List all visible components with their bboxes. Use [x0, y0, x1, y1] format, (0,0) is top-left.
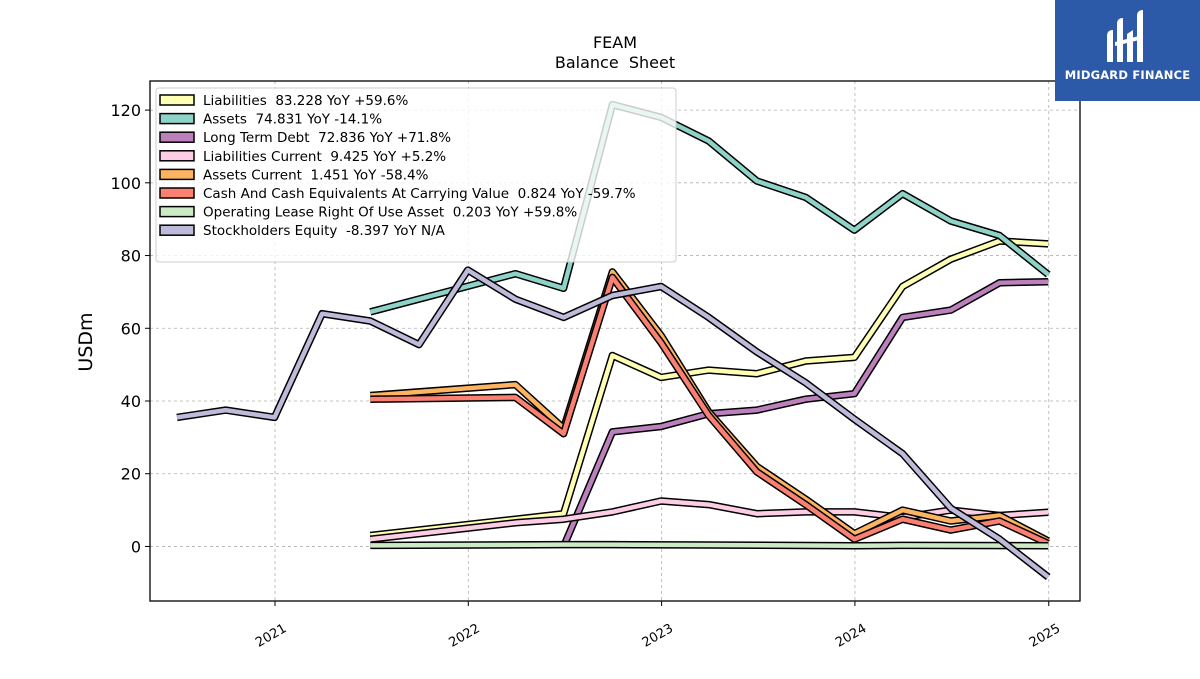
y-tick-label: 0 [131, 537, 141, 556]
legend-entry: Long Term Debt 72.836 YoY +71.8% [203, 130, 451, 146]
plot-frame [149, 80, 1081, 602]
legend-swatch [159, 112, 195, 125]
series-line [370, 238, 1049, 538]
y-tick-label: 60 [121, 319, 141, 338]
x-tick-label: 2024 [833, 621, 869, 651]
legend-entry: Assets Current 1.451 YoY -58.4% [203, 167, 429, 183]
x-tick-label: 2021 [253, 621, 289, 651]
legend-swatch [159, 224, 195, 236]
series-liabilities [369, 237, 1049, 540]
y-tick-label: 120 [110, 101, 141, 120]
series-line [369, 102, 1050, 315]
legend-entry: Liabilities Current 9.425 YoY +5.2% [203, 149, 446, 165]
series-long-term-debt [560, 277, 1049, 548]
legend-entry: Stockholders Equity -8.397 YoY N/A [203, 223, 446, 239]
series-lines [176, 100, 1051, 580]
x-tick-label: 2025 [1027, 621, 1063, 651]
legend-entry: Assets 74.831 YoY -14.1% [203, 112, 382, 128]
legend: Liabilities 83.228 YoY +59.6% Assets 74.8… [155, 87, 677, 263]
legend-swatch [159, 168, 195, 181]
midgard-logo-icon [1107, 10, 1143, 62]
x-tick-label: 2023 [640, 621, 676, 651]
chart-title: FEAM [593, 33, 637, 52]
y-axis-label: USDm [75, 312, 97, 371]
legend-entry: Liabilities 83.228 YoY +59.6% [203, 93, 408, 109]
legend-entry: Cash And Cash Equivalents At Carrying Va… [203, 186, 636, 202]
series-line [370, 275, 1050, 546]
midgard-logo: MIDGARD FINANCE [1055, 0, 1200, 101]
legend-box [155, 87, 677, 263]
legend-swatch [159, 94, 195, 106]
y-tick-label: 100 [110, 174, 141, 193]
series-cash-and-cash-equivalents-at-carrying-value [370, 273, 1050, 547]
legend-swatch [159, 131, 195, 143]
y-tick-label: 40 [121, 392, 141, 411]
series-operating-lease-right-of-use-asset [370, 540, 1049, 550]
legend-entry: Operating Lease Right Of Use Asset 0.203… [203, 205, 577, 221]
legend-swatch [159, 187, 195, 199]
y-tick-label: 80 [121, 247, 141, 266]
legend-swatch [159, 150, 195, 162]
series-line [176, 267, 1050, 579]
y-tick-label: 20 [121, 465, 141, 484]
x-tick-label: 2022 [446, 621, 482, 651]
series-line [370, 542, 1049, 548]
series-assets [369, 100, 1051, 316]
series-line [561, 279, 1049, 548]
legend-swatch [159, 205, 195, 218]
series-stockholders-equity [176, 266, 1051, 580]
logo-text: MIDGARD FINANCE [1064, 68, 1191, 82]
chart-subtitle: Balance Sheet [555, 53, 675, 72]
